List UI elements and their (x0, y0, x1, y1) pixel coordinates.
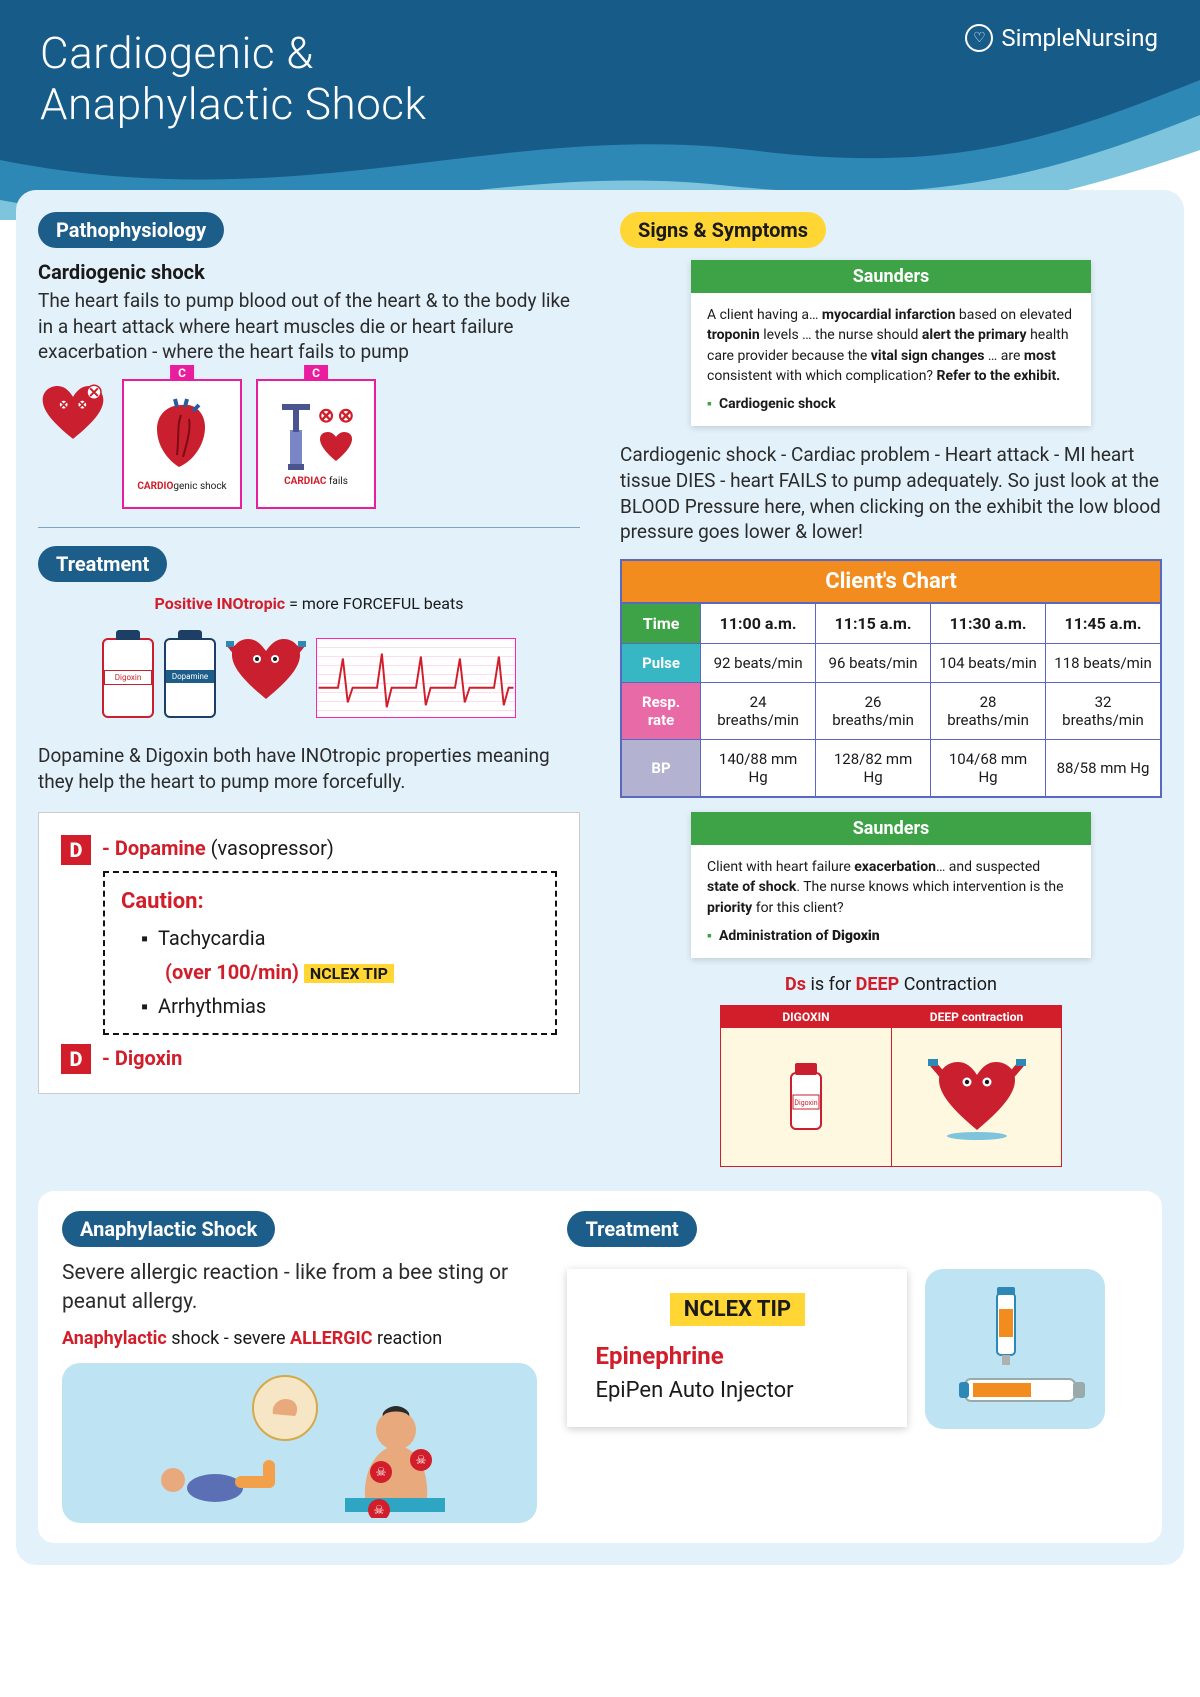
nclex-tip-tag: NCLEX TIP (304, 964, 394, 983)
heart-icon: ♡ (965, 24, 993, 52)
clients-chart-table: Client's Chart Time 11:00 a.m. 11:15 a.m… (620, 559, 1162, 798)
page-header: Cardiogenic & Anaphylactic Shock ♡ Simpl… (0, 0, 1200, 220)
brand-logo: ♡ SimpleNursing (965, 24, 1158, 52)
svg-text:Digoxin: Digoxin (794, 1099, 817, 1107)
drug-box: D - Dopamine (vasopressor) Caution: ▪ Ta… (38, 812, 580, 1093)
digoxin-card: DIGOXIN Digoxin (721, 1006, 891, 1166)
right-column: Signs & Symptoms Saunders A client havin… (620, 212, 1162, 1167)
cardio-shock-card: C CARDIOgenic shock (122, 379, 242, 509)
anaphylactic-pill: Anaphylactic Shock (62, 1211, 275, 1247)
patho-illustrations: C CARDIOgenic shock C (38, 379, 580, 509)
flexing-heart-icon (927, 1052, 1027, 1142)
saunders-q2: Client with heart failure exacerbation… … (707, 859, 1064, 916)
anatomical-heart-icon (147, 395, 217, 475)
signs-symptoms-pill: Signs & Symptoms (620, 212, 826, 248)
left-column: Pathophysiology Cardiogenic shock The he… (38, 212, 580, 1167)
page-title: Cardiogenic & Anaphylactic Shock (40, 28, 427, 129)
treatment2-col: Treatment NCLEX TIP Epinephrine EpiPen A… (567, 1211, 1138, 1523)
treatment2-pill: Treatment (567, 1211, 696, 1247)
dopamine-bottle-icon: Dopamine (164, 638, 216, 718)
strong-heart-icon (226, 635, 306, 721)
bottom-section: Anaphylactic Shock Severe allergic react… (38, 1191, 1162, 1543)
svg-text:☠: ☠ (415, 1453, 426, 1467)
sad-heart-icon (38, 379, 108, 449)
meds-illustration: Digoxin Dopamine (38, 623, 580, 733)
nclex-box: NCLEX TIP Epinephrine EpiPen Auto Inject… (567, 1269, 907, 1427)
caution-box: Caution: ▪ Tachycardia (over 100/min) NC… (103, 871, 557, 1034)
saunders-card-1: Saunders A client having a… myocardial i… (691, 260, 1091, 426)
ana-body: Severe allergic reaction - like from a b… (62, 1259, 537, 1316)
deep-contraction-card: DEEP contraction (891, 1006, 1061, 1166)
inotropic-line: Positive INOtropic = more FORCEFUL beats (38, 594, 580, 613)
anaphylactic-col: Anaphylactic Shock Severe allergic react… (62, 1211, 537, 1523)
digoxin-row: D - Digoxin (61, 1041, 557, 1075)
digoxin-bottle-icon: Digoxin (781, 1057, 831, 1137)
d-tag-icon: D (61, 835, 91, 865)
cardiogenic-heading: Cardiogenic shock (38, 260, 580, 284)
d-tag-icon: D (61, 1044, 91, 1074)
content-area: Pathophysiology Cardiogenic shock The he… (16, 190, 1184, 1565)
deep-cards: DIGOXIN Digoxin DEEP contraction (720, 1005, 1062, 1167)
pump-icon (278, 400, 314, 470)
treatment-pill: Treatment (38, 546, 167, 582)
cardiac-fails-card: C ⊗⊗ CARDIAC fails (256, 379, 376, 509)
saunders-q1: A client having a… myocardial infarction… (707, 307, 1072, 384)
allergy-illustration: ☠ ☠ ☠ (62, 1363, 537, 1523)
ekg-icon (316, 638, 516, 718)
svg-text:☠: ☠ (375, 1465, 386, 1479)
treatment-body: Dopamine & Digoxin both have INOtropic p… (38, 743, 580, 794)
svg-text:☠: ☠ (373, 1503, 384, 1517)
saunders-card-2: Saunders Client with heart failure exace… (691, 812, 1091, 958)
ana-line: Anaphylactic shock - severe ALLERGIC rea… (62, 1328, 537, 1349)
digoxin-bottle-icon: Digoxin (102, 638, 154, 718)
signs-body: Cardiogenic shock - Cardiac problem - He… (620, 442, 1162, 545)
epipen-illustration (925, 1269, 1105, 1429)
deep-mnemonic: Ds is for DEEP Contraction (620, 974, 1162, 995)
patho-text: The heart fails to pump blood out of the… (38, 288, 580, 365)
pathophysiology-pill: Pathophysiology (38, 212, 224, 248)
dopamine-row: D - Dopamine (vasopressor) (61, 831, 557, 865)
